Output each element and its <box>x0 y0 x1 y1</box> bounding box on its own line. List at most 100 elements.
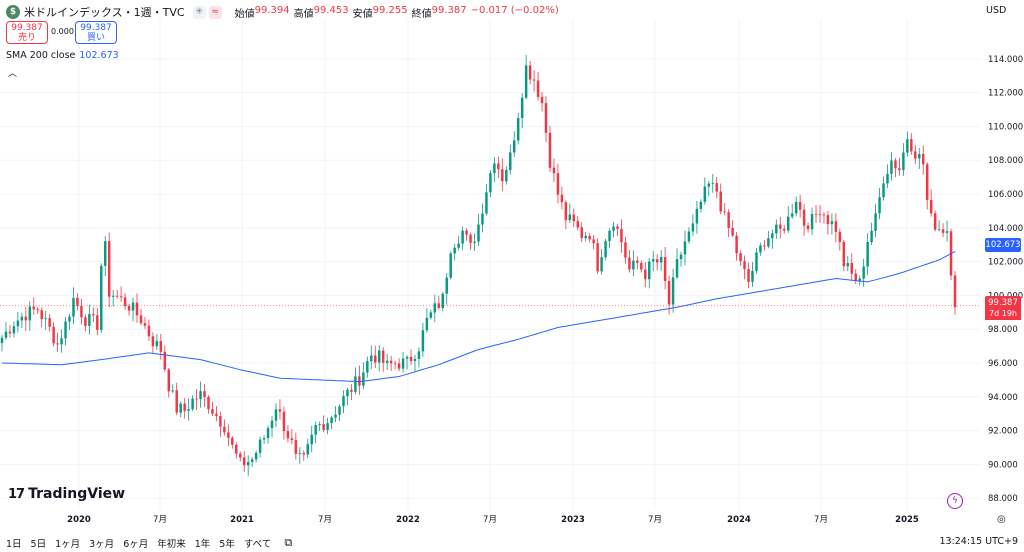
candle-body <box>123 297 127 307</box>
candle-body <box>219 416 222 427</box>
candle-body <box>147 325 151 337</box>
ohlc-label: 始値 <box>234 8 255 20</box>
candle-body <box>461 230 464 244</box>
chevron-up-icon[interactable]: ︿ <box>8 69 18 79</box>
candle-body <box>759 245 762 253</box>
candle-body <box>433 303 437 313</box>
candle-body <box>564 202 568 221</box>
candle-body <box>175 390 178 413</box>
calendar-icon[interactable]: ⧉ <box>284 536 293 549</box>
candle-body <box>886 173 889 184</box>
range-button[interactable]: 3ヶ月 <box>89 539 115 550</box>
candle-body <box>179 403 182 413</box>
candle-body <box>231 437 234 445</box>
sell-price: 99.387 <box>11 23 43 33</box>
candle-body <box>127 306 131 311</box>
candle-body <box>40 310 43 319</box>
candle-body <box>735 235 738 254</box>
candle-body <box>449 253 452 278</box>
buy-button[interactable]: 99.387 買い <box>75 21 117 44</box>
candle-body <box>56 343 59 345</box>
candle-body <box>644 269 647 280</box>
candle-body <box>302 453 306 455</box>
range-button[interactable]: すべて <box>243 539 272 550</box>
candle-body <box>107 241 111 297</box>
candle-body <box>342 396 345 407</box>
ohlc-label: 高値 <box>293 8 314 20</box>
candle-body <box>370 355 373 362</box>
candle-body <box>850 263 853 274</box>
candle-body <box>88 314 91 326</box>
clock[interactable]: 13:24:15 UTC+9 <box>939 536 1018 547</box>
candle-body <box>111 295 115 297</box>
candle-body <box>493 163 496 174</box>
candle-body <box>810 214 814 230</box>
candle-body <box>918 154 921 159</box>
candle-body <box>28 306 32 321</box>
candle-body <box>790 213 794 217</box>
range-button[interactable]: 1ヶ月 <box>55 539 81 550</box>
candle-body <box>671 277 675 305</box>
market-status-icon[interactable]: ≈ <box>208 5 222 19</box>
range-button[interactable]: 1日 <box>6 539 22 550</box>
buy-label: 買い <box>86 33 105 43</box>
sell-button[interactable]: 99.387 売り <box>6 21 48 44</box>
sell-label: 売り <box>17 33 36 43</box>
tradingview-logo[interactable]: 17 TradingView <box>8 486 125 502</box>
candle-body <box>207 397 210 410</box>
y-tick-label: 112.000 <box>988 89 1023 99</box>
symbol-title[interactable]: 米ドルインデックス・1週・TVC <box>24 6 185 19</box>
candle-body <box>878 197 881 214</box>
candle-body <box>632 260 635 270</box>
candle-body <box>477 224 480 242</box>
range-button[interactable]: 5年 <box>219 539 235 550</box>
candle-body <box>199 391 202 400</box>
settings-icon[interactable]: ◎ <box>997 514 1006 525</box>
candle-body <box>588 235 591 240</box>
indicator-legend[interactable]: SMA 200 close 102.673 <box>6 50 119 61</box>
x-tick-label: 7月 <box>483 515 497 525</box>
candle-body <box>870 230 873 243</box>
candle-body <box>576 221 580 228</box>
candle-body <box>465 230 468 235</box>
candle-body <box>16 320 20 327</box>
candle-body <box>76 297 79 306</box>
candle-body <box>405 356 409 359</box>
candle-body <box>826 215 830 225</box>
y-tick-label: 88.000 <box>988 494 1018 504</box>
candle-body <box>366 361 369 373</box>
candle-body <box>20 316 24 321</box>
candle-body <box>385 360 389 363</box>
x-tick-label: 2020 <box>67 515 91 525</box>
sma-price-label: 102.673 <box>985 238 1021 252</box>
candle-body <box>60 338 63 345</box>
ohlc-label: 終値 <box>411 8 432 20</box>
candle-body <box>743 261 746 270</box>
candle-body <box>568 214 572 221</box>
candle-body <box>215 413 218 417</box>
currency-selector[interactable]: USD <box>986 5 1007 16</box>
candle-body <box>100 265 103 330</box>
lightning-icon[interactable]: ϟ <box>947 493 963 509</box>
ohlc-value: −0.017 (−0.02%) <box>470 4 559 16</box>
candle-body <box>910 139 913 152</box>
candle-body <box>266 428 270 439</box>
x-tick-label: 7月 <box>153 515 167 525</box>
range-button[interactable]: 6ヶ月 <box>123 539 149 550</box>
ohlc-values: 始値 99.394 高値 99.453 安値 99.255 終値 99.387 −0.017 (… <box>231 5 559 20</box>
candle-body <box>242 457 246 466</box>
range-button[interactable]: 1年 <box>194 539 211 550</box>
candle-body <box>524 65 528 98</box>
x-tick-label: 7月 <box>648 515 662 525</box>
candle-body <box>92 314 95 316</box>
range-button[interactable]: 5日 <box>30 539 47 550</box>
candle-body <box>250 459 254 462</box>
candle-body <box>306 444 309 455</box>
loading-icon[interactable]: ✳ <box>192 5 206 19</box>
candle-body <box>866 242 869 267</box>
candle-body <box>469 234 472 243</box>
range-button[interactable]: 年初来 <box>157 539 186 550</box>
candle-body <box>767 238 770 247</box>
